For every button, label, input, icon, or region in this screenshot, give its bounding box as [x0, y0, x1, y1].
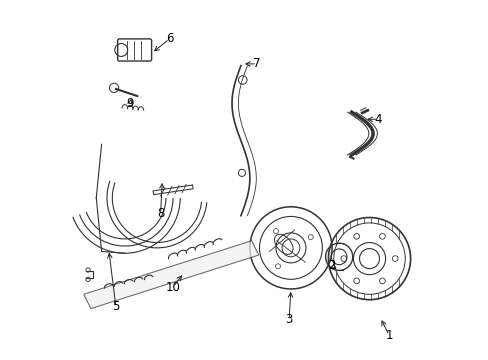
- Text: 10: 10: [165, 281, 180, 294]
- Text: 5: 5: [112, 300, 120, 313]
- Text: 8: 8: [157, 207, 164, 220]
- Text: 9: 9: [126, 97, 134, 110]
- Text: 2: 2: [327, 259, 335, 272]
- Polygon shape: [83, 241, 258, 309]
- Text: 7: 7: [253, 57, 260, 71]
- Text: 1: 1: [385, 329, 392, 342]
- Text: 4: 4: [374, 113, 382, 126]
- Text: 3: 3: [285, 313, 292, 326]
- Text: 6: 6: [165, 32, 173, 45]
